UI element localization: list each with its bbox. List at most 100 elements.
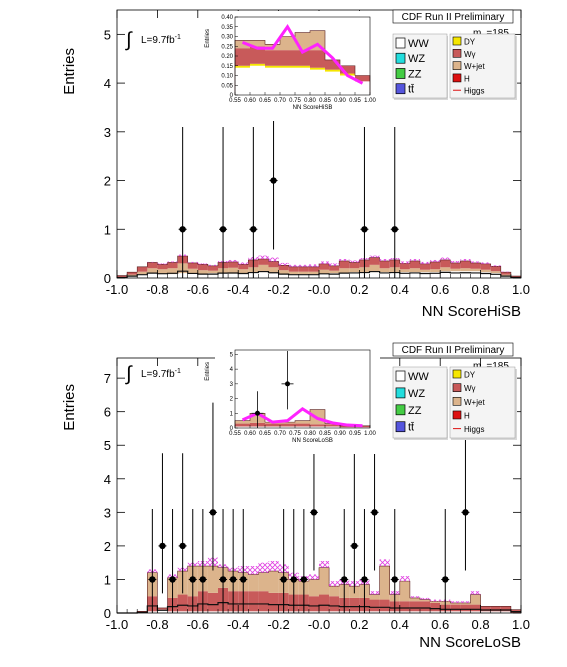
histogram-bar <box>460 604 471 612</box>
inset-x-tick-label: 0.70 <box>274 98 286 104</box>
signal-hatch-bar <box>470 261 481 263</box>
histogram-bar <box>470 611 481 613</box>
inset-x-tick-label: 0.85 <box>319 431 331 437</box>
inset-bar <box>280 65 295 68</box>
legend-label: Wγ <box>464 50 476 59</box>
inset-bar <box>280 422 295 424</box>
histogram-bar <box>197 270 208 275</box>
legend-label: DY <box>464 38 476 47</box>
histogram-bar <box>440 259 451 268</box>
histogram-bar <box>157 274 168 278</box>
inset-bar <box>310 50 325 68</box>
histogram-bar <box>460 268 471 272</box>
signal-hatch-bar <box>319 261 330 264</box>
signal-hatch-bar <box>248 566 259 575</box>
inset-bar <box>355 81 370 95</box>
inset-bar <box>295 426 310 428</box>
histogram-bar <box>177 611 188 613</box>
histogram-bar <box>409 611 420 613</box>
histogram-bar <box>379 260 390 269</box>
legend-label: Wγ <box>464 384 476 393</box>
inset-y-tick-label: 0.10 <box>221 74 233 80</box>
histogram-bar <box>470 262 481 269</box>
data-point <box>219 576 227 583</box>
mass-value: =185 <box>486 361 509 372</box>
inset-x-tick-label: 0.75 <box>289 98 301 104</box>
signal-hatch-bar <box>460 601 471 603</box>
inset-bar <box>295 65 310 68</box>
histogram-bar <box>379 272 390 278</box>
y-tick-label: 0 <box>104 271 111 286</box>
x-tick-label: -0.2 <box>267 617 289 632</box>
histogram-bar <box>409 268 420 273</box>
histogram-bar <box>379 611 390 613</box>
inset-y-label: Entries <box>205 362 211 381</box>
histogram-bar <box>319 611 330 613</box>
data-point <box>189 576 196 583</box>
histogram-bar <box>399 269 410 273</box>
data-point <box>229 576 237 583</box>
inset-bar <box>325 426 340 428</box>
histogram-bar <box>460 271 471 278</box>
inset-bar <box>340 65 355 74</box>
histogram-bar <box>329 586 340 597</box>
histogram-bar <box>207 566 218 593</box>
signal-hatch-bar <box>329 581 340 587</box>
histogram-bar <box>238 269 249 274</box>
data-point <box>179 542 186 550</box>
x-tick-label: 1.0 <box>512 282 530 297</box>
data-point <box>149 576 156 583</box>
data-point <box>361 226 368 233</box>
x-axis: -1.0 -0.8 -0.6 -0.4 -0.2 -0.0 0.2 0.4 0.6 0.8 1.0 <box>106 358 530 632</box>
histogram-bar <box>167 268 178 275</box>
signal-hatch-bar <box>369 255 380 258</box>
data-point <box>250 226 257 233</box>
legend-swatch <box>395 404 406 416</box>
inset-y-tick-label: 0 <box>230 426 234 432</box>
x-axis-label: NN ScoreLoSB <box>419 634 521 651</box>
inset-y-tick-label: 1 <box>230 411 234 417</box>
histogram-bar <box>167 274 178 278</box>
x-tick-label: -0.6 <box>187 282 209 297</box>
inset-x-tick-label: 0.65 <box>259 431 271 437</box>
histogram-bar <box>420 269 431 273</box>
x-tick-label: 1.0 <box>512 617 530 632</box>
data-point <box>290 576 297 583</box>
signal-hatch-bar <box>440 257 451 260</box>
x-tick-label: 0.6 <box>431 282 449 297</box>
inset-signal-line <box>241 23 364 85</box>
histogram-bar <box>440 271 451 278</box>
inset-chart: 0.55 0.60 0.65 0.70 0.75 0.80 0.85 0.90 0.95 1.00… <box>205 344 380 454</box>
histogram-bar <box>319 269 330 274</box>
histogram-bar <box>500 606 511 612</box>
histogram-bar <box>278 265 289 271</box>
inset-bar <box>235 420 250 424</box>
legend-label: H <box>464 74 470 83</box>
x-tick-label: -1.0 <box>106 282 128 297</box>
inset-bar <box>235 48 250 66</box>
histogram-bar <box>238 273 249 278</box>
histogram-bar <box>409 272 420 278</box>
histogram-bar <box>450 271 461 278</box>
signal-hatch-bar <box>319 560 330 568</box>
histogram-bar <box>137 271 148 275</box>
inset-bar <box>280 67 295 95</box>
histogram-bar <box>450 268 461 272</box>
legend-swatch <box>395 52 406 64</box>
legend-swatch <box>452 397 462 406</box>
luminosity-sup: -1 <box>175 34 181 41</box>
histogram-bar <box>308 579 319 597</box>
inset-bar <box>265 67 280 95</box>
signal-hatch-bar <box>490 265 501 267</box>
histogram-bar <box>399 601 410 612</box>
signal-hatch-bar <box>238 262 249 265</box>
histogram-bar <box>500 275 511 278</box>
histogram-bar <box>147 273 158 278</box>
histogram-bar <box>500 611 511 613</box>
histogram-bar <box>127 274 138 276</box>
histogram-bar <box>339 268 350 274</box>
chart-title: CDF Run II Preliminary <box>402 12 505 23</box>
data-point <box>219 226 227 233</box>
inset-y-tick-label: 0.40 <box>221 15 233 21</box>
histogram-bar <box>490 271 501 274</box>
